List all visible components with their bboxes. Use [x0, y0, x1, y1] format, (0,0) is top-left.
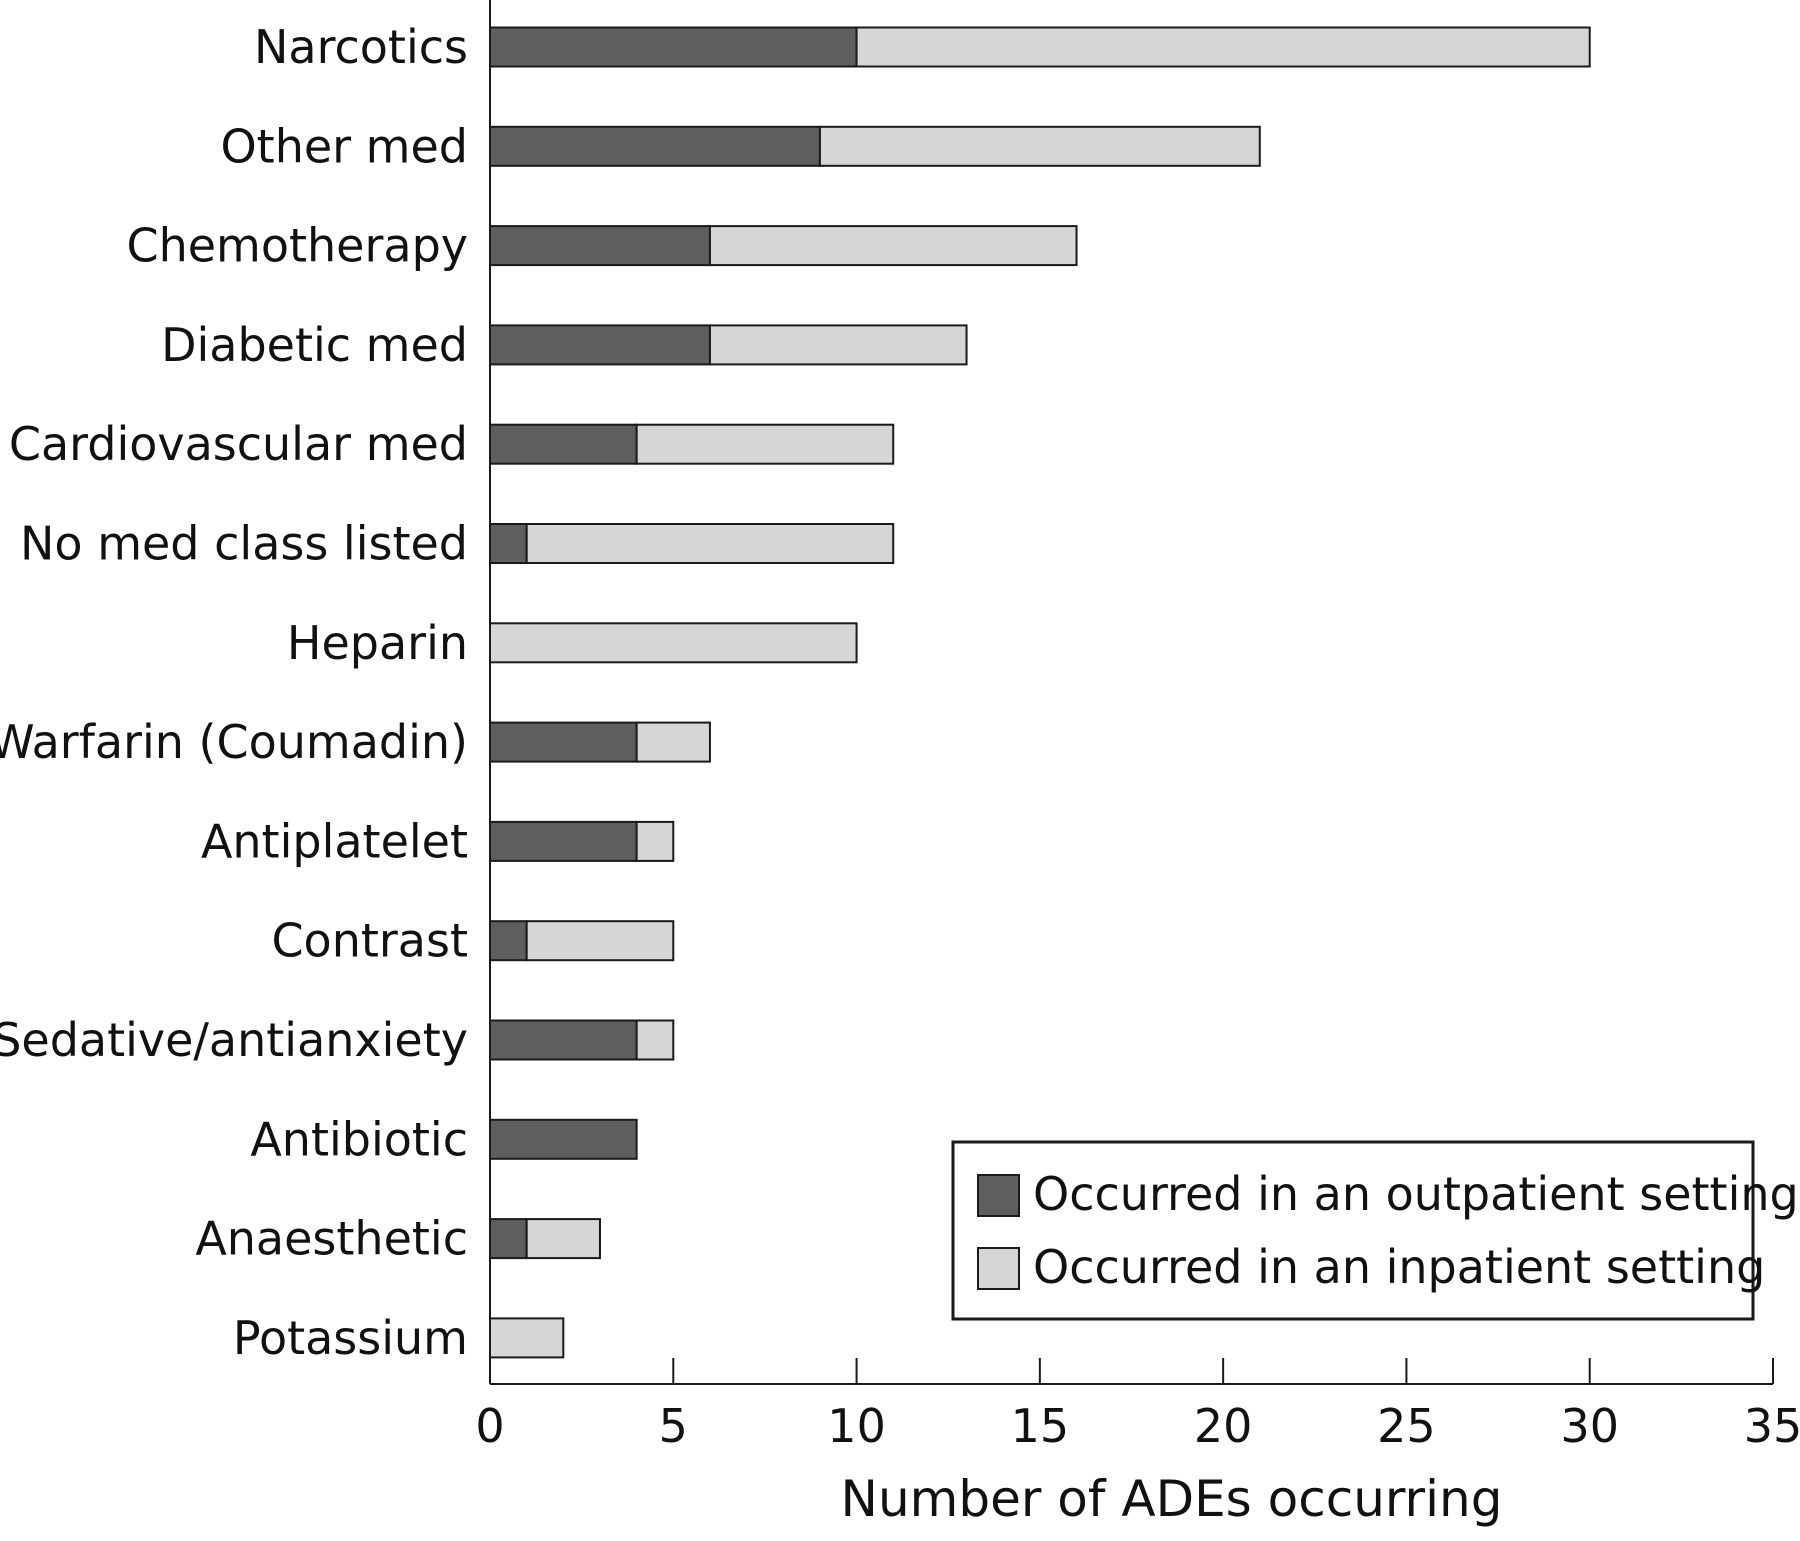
bar-segment-outpatient [489, 1218, 528, 1260]
bar-segment-inpatient [489, 622, 858, 664]
legend-label: Occurred in an outpatient setting [1033, 1167, 1799, 1221]
bar-segment-inpatient [708, 324, 968, 366]
bar-segment-outpatient [489, 423, 638, 465]
bar-segment-outpatient [489, 721, 638, 763]
bar-segment-inpatient [489, 1317, 565, 1359]
category-label: Diabetic med [161, 318, 468, 372]
category-label: Sedative/antianxiety [0, 1013, 468, 1067]
x-tick-label: 25 [1377, 1399, 1436, 1453]
x-axis-title: Number of ADEs occurring [841, 1470, 1503, 1528]
bar-segment-outpatient [489, 1118, 638, 1160]
bar-segment-outpatient [489, 26, 858, 68]
legend-swatch [977, 1174, 1020, 1217]
bar-segment-inpatient [525, 523, 895, 564]
category-label: Potassium [233, 1311, 468, 1365]
x-tick-label: 0 [475, 1399, 504, 1453]
bar-segment-inpatient [635, 721, 711, 763]
x-tick-label: 30 [1560, 1399, 1619, 1453]
bar-segment-outpatient [489, 125, 821, 167]
bar-segment-inpatient [635, 820, 675, 862]
bars-layer [489, 26, 1591, 1359]
legend-box [951, 1140, 1755, 1321]
category-label: No med class listed [20, 517, 468, 571]
bar-segment-outpatient [489, 324, 711, 366]
x-tick-label: 10 [827, 1399, 886, 1453]
category-label: Narcotics [254, 20, 468, 74]
bar-segment-outpatient [489, 1019, 638, 1061]
x-tick-label: 15 [1011, 1399, 1070, 1453]
bar-segment-outpatient [489, 225, 711, 267]
legend: Occurred in an outpatient setting Occurre… [951, 1140, 1799, 1321]
bar-segment-inpatient [525, 1218, 601, 1260]
axis-layer: 0 5 10 15 20 25 30 35 [475, 0, 1800, 1453]
bar-segment-inpatient [525, 920, 675, 962]
bar-segment-inpatient [635, 1019, 675, 1061]
x-tick-label: 35 [1744, 1399, 1800, 1453]
category-label: Warfarin (Coumadin) [0, 715, 468, 769]
legend-swatch [977, 1247, 1020, 1290]
category-label: Cardiovascular med [9, 417, 468, 471]
bar-segment-inpatient [855, 26, 1591, 68]
x-tick-label: 5 [659, 1399, 688, 1453]
bar-segment-inpatient [818, 125, 1261, 167]
category-label: Chemotherapy [126, 219, 468, 273]
category-label: Other med [220, 119, 468, 173]
x-tick-label: 20 [1194, 1399, 1253, 1453]
bar-segment-inpatient [708, 225, 1078, 267]
category-label: Antiplatelet [201, 814, 468, 868]
bar-segment-outpatient [489, 523, 528, 564]
bar-segment-inpatient [635, 423, 895, 465]
category-label: Antibiotic [250, 1112, 468, 1166]
label-layer: Narcotics Other med Chemotherapy Diabetic m… [0, 20, 468, 1365]
legend-label: Occurred in an inpatient setting [1033, 1240, 1765, 1294]
bar-segment-outpatient [489, 920, 528, 962]
category-label: Contrast [271, 914, 468, 968]
category-label: Anaesthetic [195, 1212, 468, 1266]
bar-segment-outpatient [489, 820, 638, 862]
category-label: Heparin [287, 616, 468, 670]
